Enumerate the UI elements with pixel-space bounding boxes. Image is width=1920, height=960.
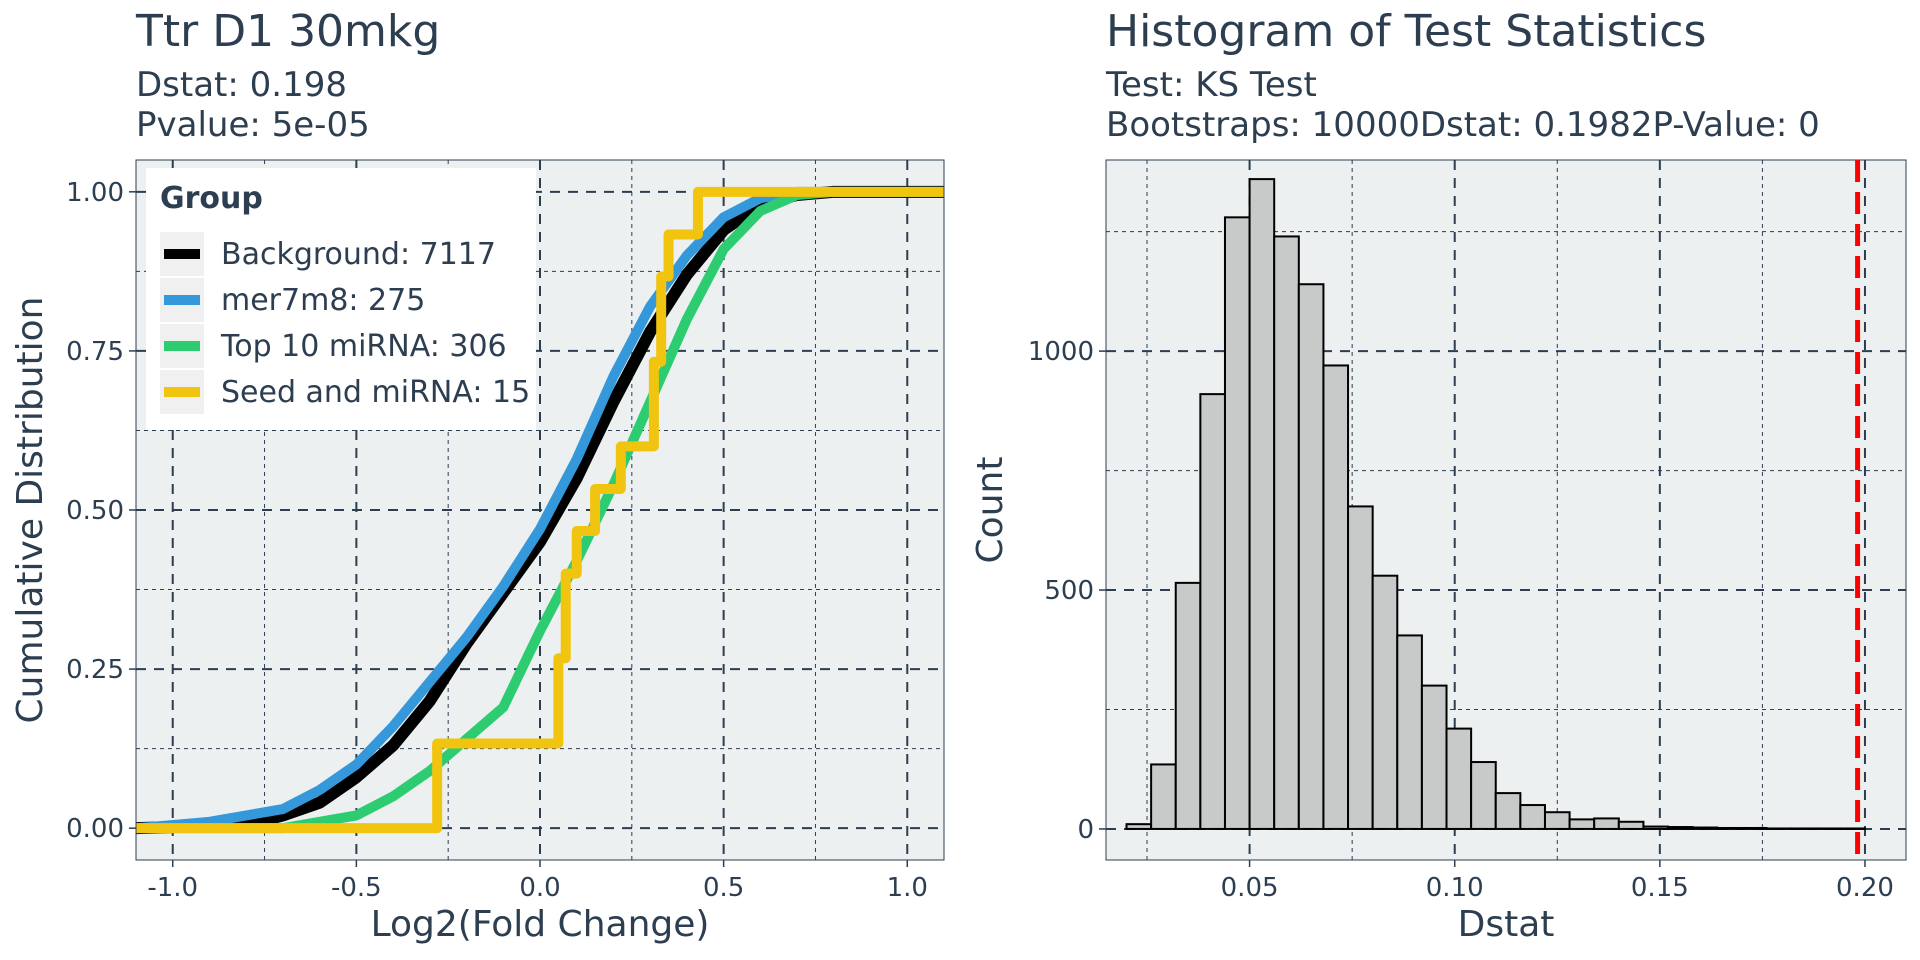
histogram-bar (1273, 235, 1300, 830)
histogram-bar (1814, 827, 1842, 830)
right-y-tick-label-2: 1000 (1028, 337, 1094, 367)
legend-title: Group (160, 181, 263, 216)
left-x-tick-label-3: 0.5 (703, 873, 744, 903)
histogram-bar (1248, 178, 1276, 830)
right-chart-subtitle-2: Bootstraps: 10000Dstat: 0.1982P-Value: 0 (1106, 105, 1820, 145)
right-y-tick-label-1: 500 (1044, 576, 1094, 606)
legend-label-mer7m8: mer7m8: 275 (221, 283, 425, 318)
histogram-bar (1543, 811, 1571, 830)
histogram-bar (1125, 823, 1153, 830)
left-chart-title: Ttr D1 30mkg (135, 6, 440, 57)
histogram-plot: 0.05 0.10 0.15 0.20 0 500 1000 (1028, 159, 1907, 903)
left-x-axis-label: Log2(Fold Change) (371, 904, 710, 945)
histogram-bar (1716, 826, 1743, 830)
left-x-tick-label-1: -0.5 (331, 873, 382, 903)
right-chart-subtitle-1: Test: KS Test (1105, 65, 1317, 105)
legend-label-seed: Seed and miRNA: 15 (221, 375, 530, 410)
histogram-bar (1740, 826, 1768, 830)
left-x-tick-label-0: -1.0 (147, 873, 198, 903)
left-x-tick-label-2: 0.0 (519, 873, 560, 903)
left-y-axis-label: Cumulative Distribution (10, 297, 51, 724)
ecdf-line-background (135, 185, 944, 835)
histogram-bar (1347, 505, 1374, 830)
ecdf-plot: -1.0 -0.5 0.0 0.5 1.0 0.00 0.25 0.50 0.75 1.00 (66, 159, 945, 903)
ecdf-line-mer7m8 (135, 186, 944, 834)
right-x-tick-label-3: 0.20 (1836, 873, 1894, 903)
right-x-axis-label: Dstat (1458, 904, 1555, 945)
histogram-bar (1494, 792, 1522, 830)
histogram-bar (1322, 364, 1350, 830)
left-y-tick-label-1: 0.25 (66, 655, 124, 685)
histogram-bar (1396, 634, 1423, 830)
histogram-bar (1617, 820, 1645, 830)
histogram-bar (1765, 827, 1793, 830)
right-y-axis-label: Count (970, 457, 1011, 564)
right-x-tick-label-0: 0.05 (1221, 873, 1279, 903)
left-chart-subtitle-1: Dstat: 0.198 (136, 65, 347, 105)
histogram-bar (1519, 804, 1546, 830)
right-chart-title: Histogram of Test Statistics (1106, 6, 1706, 57)
histogram-bar (1174, 581, 1202, 830)
right-x-tick-label-1: 0.10 (1426, 873, 1484, 903)
histogram-bar (1420, 684, 1448, 830)
histogram-bar (1568, 818, 1596, 830)
histogram-bar (1667, 826, 1694, 830)
histogram-bar (1371, 574, 1399, 830)
left-x-tick-label-4: 1.0 (887, 873, 928, 903)
histogram-bar (1839, 827, 1866, 830)
histogram-bar (1297, 283, 1325, 830)
histogram-bar (1223, 216, 1251, 830)
legend-box (146, 168, 536, 430)
histogram-bar (1790, 827, 1817, 830)
histogram-bar (1642, 825, 1670, 830)
histogram-bar (1199, 393, 1226, 830)
left-y-tick-label-2: 0.50 (66, 496, 124, 526)
histogram-bar (1691, 826, 1719, 830)
legend-label-background: Background: 7117 (221, 237, 496, 272)
left-y-tick-label-0: 0.00 (66, 814, 124, 844)
ecdf-line-seed (136, 186, 944, 834)
histogram-bar (1150, 763, 1177, 830)
legend-label-top10: Top 10 miRNA: 306 (220, 329, 507, 364)
histogram-bar (1445, 727, 1473, 830)
ecdf-line-top10 (136, 186, 944, 834)
right-x-tick-label-2: 0.15 (1631, 873, 1689, 903)
left-chart-subtitle-2: Pvalue: 5e-05 (136, 105, 370, 145)
right-y-tick-label-0: 0 (1077, 815, 1094, 845)
histogram-bar (1593, 817, 1620, 830)
legend: Group Background: 7117 mer7m8: 275 Top 1… (146, 168, 536, 430)
left-y-tick-label-3: 0.75 (66, 337, 124, 367)
left-y-tick-label-4: 1.00 (66, 178, 124, 208)
histogram-bar (1470, 761, 1497, 830)
left-panel-border (135, 159, 945, 861)
